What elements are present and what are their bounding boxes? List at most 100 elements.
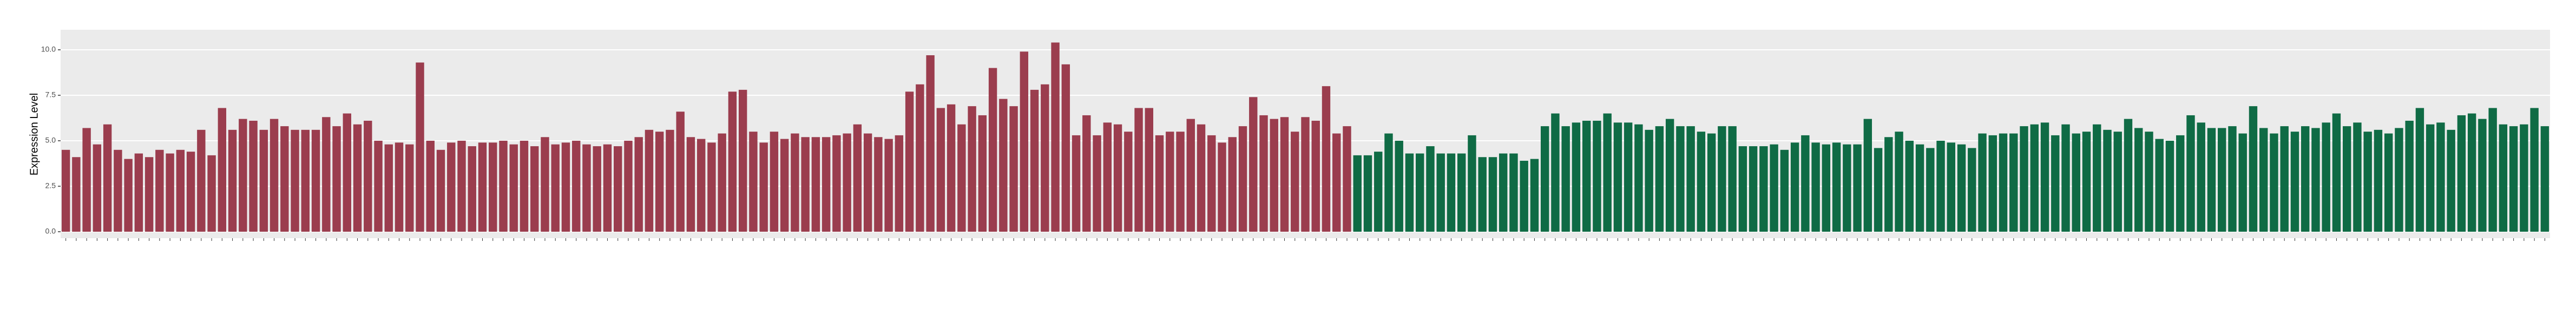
bar — [2186, 115, 2195, 232]
bar — [811, 137, 820, 232]
bar — [1780, 149, 1789, 232]
bar — [655, 132, 664, 232]
bar — [2145, 132, 2153, 232]
bar — [1426, 146, 1435, 232]
bar — [572, 140, 581, 232]
bar — [2249, 106, 2258, 232]
bar — [634, 137, 643, 232]
bar — [1020, 51, 1029, 232]
bar — [957, 124, 966, 232]
bar — [2509, 126, 2518, 232]
bar — [2530, 108, 2539, 232]
bar — [1218, 142, 1226, 232]
bar — [1874, 148, 1883, 232]
bar — [2238, 133, 2247, 232]
bar — [82, 128, 91, 232]
bar — [593, 146, 601, 232]
bar — [2009, 133, 2018, 232]
bar — [2478, 119, 2487, 232]
bar — [186, 152, 195, 232]
bar — [1072, 135, 1081, 232]
bar — [624, 140, 633, 232]
bar — [93, 144, 102, 232]
bar — [916, 84, 924, 232]
bar — [696, 139, 706, 232]
bar — [801, 137, 810, 232]
bar — [2093, 124, 2101, 232]
bar — [1061, 64, 1070, 232]
bar — [832, 135, 841, 232]
bar — [1238, 126, 1247, 232]
bar — [1343, 126, 1351, 232]
bar — [2301, 126, 2310, 232]
bar — [499, 140, 508, 232]
bar — [1676, 126, 1685, 232]
bar — [1176, 132, 1185, 232]
bar — [645, 129, 654, 232]
bar — [1030, 89, 1039, 232]
bar — [749, 132, 758, 232]
bar — [1416, 153, 1424, 232]
bar — [218, 108, 227, 232]
bar — [1665, 119, 1674, 232]
bar — [1926, 148, 1935, 232]
bar — [1936, 140, 1945, 232]
bar — [1249, 97, 1258, 232]
bar — [1322, 86, 1331, 232]
bar — [322, 117, 331, 232]
bar — [728, 91, 737, 232]
bar — [1582, 121, 1591, 232]
bar — [124, 159, 133, 232]
bar — [395, 142, 404, 232]
bar — [1395, 140, 1403, 232]
bar — [2384, 133, 2393, 232]
bar — [1853, 144, 1862, 232]
bar — [614, 146, 622, 232]
bar — [1895, 132, 1903, 232]
bar — [770, 132, 779, 232]
bar — [2415, 108, 2424, 232]
bar — [1468, 135, 1476, 232]
bar — [988, 68, 997, 232]
bar — [895, 135, 904, 232]
bar — [2426, 124, 2435, 232]
bar — [364, 121, 372, 232]
bar — [561, 142, 570, 232]
bar — [551, 144, 560, 232]
y-tick-label: 5.0 — [45, 136, 56, 145]
bar — [249, 121, 258, 232]
bar — [947, 104, 956, 232]
bar — [1790, 142, 1799, 232]
bar — [291, 129, 299, 232]
bar — [1259, 115, 1268, 232]
bar — [2342, 126, 2351, 232]
y-tick-label: 10.0 — [41, 45, 56, 54]
bar — [2020, 126, 2028, 232]
bar — [384, 144, 393, 232]
bar — [1822, 144, 1831, 232]
bar — [738, 89, 747, 232]
bar — [1540, 126, 1549, 232]
bar — [905, 91, 914, 232]
bar — [1051, 42, 1060, 232]
y-tick-label: 7.5 — [45, 90, 56, 99]
bar — [1561, 126, 1570, 232]
bar — [791, 133, 799, 232]
bar — [676, 112, 685, 232]
bar — [353, 124, 362, 232]
bar — [1291, 132, 1299, 232]
bar — [853, 124, 862, 232]
bar — [2072, 133, 2080, 232]
bar — [1363, 155, 1372, 232]
bar — [311, 129, 320, 232]
bar — [1634, 124, 1643, 232]
bar — [1134, 108, 1143, 232]
bar — [2311, 128, 2320, 232]
bar — [2040, 122, 2049, 232]
bar — [2405, 121, 2414, 232]
bar — [343, 113, 351, 232]
bar — [1738, 146, 1747, 232]
bar — [1728, 126, 1737, 232]
bar — [416, 62, 424, 232]
